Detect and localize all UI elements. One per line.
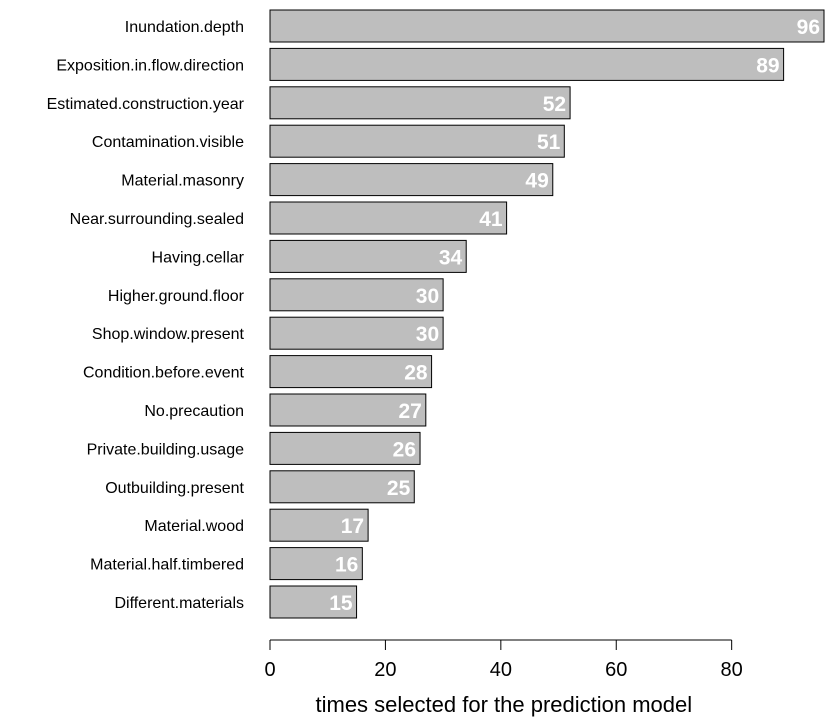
bar — [269, 355, 433, 389]
category-label: Inundation.depth — [125, 19, 244, 36]
bar — [269, 47, 785, 81]
category-label: Material.masonry — [121, 173, 244, 190]
bar — [269, 86, 571, 120]
category-label: Different.materials — [114, 595, 244, 612]
bar — [269, 278, 444, 312]
x-tick-label: 20 — [374, 659, 396, 681]
category-label: Having.cellar — [152, 249, 245, 266]
value-label: 49 — [525, 170, 548, 193]
value-label: 96 — [797, 16, 820, 39]
category-label: Condition.before.event — [83, 365, 245, 382]
x-axis-title: times selected for the prediction model — [316, 692, 693, 717]
value-label: 16 — [335, 554, 358, 577]
category-label: Estimated.construction.year — [47, 96, 245, 113]
value-label: 27 — [398, 400, 421, 423]
category-label: Exposition.in.flow.direction — [56, 57, 244, 74]
x-axis: 0 20 40 60 80 — [264, 639, 743, 681]
category-label: Outbuilding.present — [105, 480, 244, 497]
x-tick-label: 80 — [721, 659, 743, 681]
value-label: 41 — [479, 208, 503, 231]
bar — [269, 239, 467, 273]
x-tick-label: 0 — [264, 659, 275, 681]
category-label: Material.wood — [144, 518, 244, 535]
value-label: 89 — [756, 54, 779, 77]
bar — [269, 201, 508, 235]
value-label: 51 — [537, 131, 561, 154]
bar — [269, 585, 358, 619]
value-label: 34 — [439, 246, 463, 269]
bar — [269, 163, 554, 197]
bar — [269, 9, 825, 43]
value-label: 30 — [416, 323, 439, 346]
value-label: 26 — [393, 438, 416, 461]
category-label: Material.half.timbered — [90, 557, 244, 574]
bar — [269, 470, 415, 504]
value-label: 15 — [329, 592, 353, 615]
value-label: 17 — [341, 515, 364, 538]
category-label: Private.building.usage — [87, 441, 245, 458]
x-tick-label: 60 — [605, 659, 627, 681]
bar — [269, 316, 444, 350]
bar — [269, 547, 363, 581]
category-label: Near.surrounding.sealed — [70, 211, 244, 228]
value-label: 28 — [404, 362, 428, 385]
value-label: 25 — [387, 477, 411, 500]
category-label: Shop.window.present — [92, 326, 245, 343]
bar — [269, 431, 421, 465]
bar — [269, 393, 427, 427]
value-label: 30 — [416, 285, 439, 308]
bar — [269, 508, 369, 542]
category-label: Higher.ground.floor — [108, 288, 245, 305]
value-label: 52 — [543, 93, 566, 116]
category-labels: Inundation.depth Exposition.in.flow.direc… — [47, 19, 245, 612]
category-label: Contamination.visible — [92, 134, 244, 151]
bars-group — [269, 9, 825, 619]
bar — [269, 124, 565, 158]
x-tick-label: 40 — [490, 659, 512, 681]
category-label: No.precaution — [144, 403, 244, 420]
